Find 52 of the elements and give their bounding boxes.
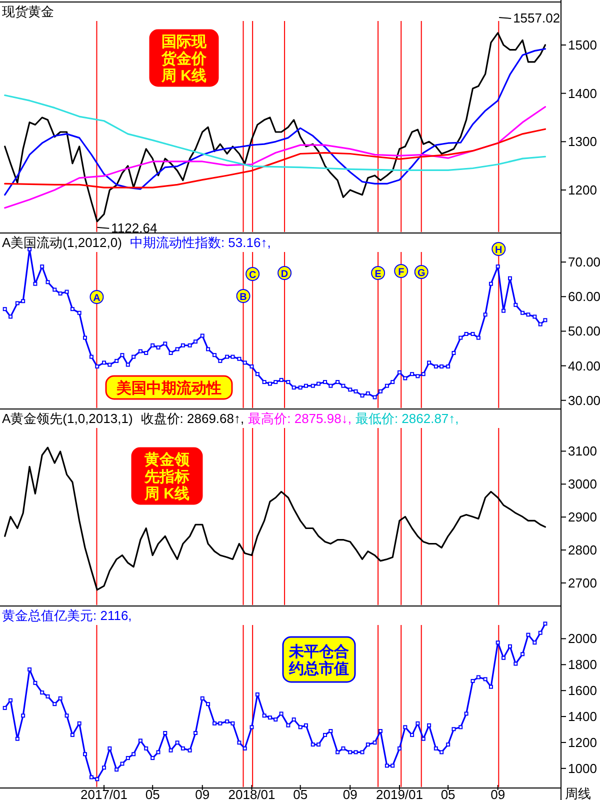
ref-line-label: G bbox=[417, 268, 426, 279]
y-tick-label: 3100 bbox=[568, 444, 597, 459]
chart-title: A黄金领先(1,0,2013,1) bbox=[2, 411, 133, 426]
y-tick-label: 1400 bbox=[568, 709, 597, 724]
ref-line-label: C bbox=[248, 270, 256, 281]
y-tick-label: 2000 bbox=[568, 631, 597, 646]
annotation: 美国中期流动性 bbox=[116, 379, 222, 397]
annotation: 黄金领先指标周 K线 bbox=[144, 452, 190, 502]
x-tick-label: 05 bbox=[293, 787, 308, 800]
y-tick-label: 30.00 bbox=[568, 392, 600, 408]
y-tick-label: 1400 bbox=[568, 86, 597, 101]
x-tick-label: 05 bbox=[145, 787, 160, 800]
ref-line-label: F bbox=[398, 267, 404, 278]
annotation: 中期流动性指数: 53.16↑, bbox=[130, 235, 271, 250]
y-tick-label: 2900 bbox=[568, 510, 597, 525]
y-tick-label: 50.00 bbox=[568, 324, 600, 339]
y-tick-label: 1800 bbox=[568, 657, 597, 672]
annotation: 未平仓合约总市值 bbox=[288, 644, 349, 678]
annotation: 1122.64 bbox=[111, 220, 158, 236]
annotation: 最低价: 2862.87↑, bbox=[355, 411, 459, 426]
x-tick-label: 09 bbox=[342, 787, 358, 800]
y-tick-label: 1200 bbox=[568, 182, 597, 198]
y-tick-label: 2800 bbox=[568, 542, 597, 558]
ref-line-label: E bbox=[374, 269, 382, 280]
annotation: 收盘价: 2869.68↑, bbox=[140, 411, 244, 426]
chart-title: 黄金总值亿美元: 2116, bbox=[2, 608, 132, 623]
ref-line-label: H bbox=[495, 245, 502, 256]
x-tick-label: 2019/01 bbox=[376, 787, 423, 800]
y-tick-label: 1000 bbox=[568, 760, 597, 776]
ref-line-label: D bbox=[280, 269, 288, 280]
y-tick-label: 60.00 bbox=[568, 289, 600, 304]
annotation: 国际现货金价周 K线 bbox=[160, 34, 208, 84]
ref-line-label: A bbox=[93, 293, 100, 304]
y-tick-label: 3000 bbox=[568, 476, 597, 492]
y-tick-label: 1200 bbox=[568, 734, 597, 750]
x-tick-label: 09 bbox=[195, 787, 210, 800]
chart-title: 现货黄金 bbox=[2, 4, 54, 19]
x-tick-label: 2017/01 bbox=[80, 787, 128, 800]
x-tick-label: 09 bbox=[490, 787, 506, 800]
y-tick-label: 1300 bbox=[568, 134, 597, 150]
annotation: 1557.02 bbox=[513, 10, 560, 26]
y-tick-label: 40.00 bbox=[568, 358, 600, 374]
text: 周线 bbox=[565, 786, 591, 800]
annotation: 最高价: 2875.98↓, bbox=[248, 411, 352, 426]
ref-line-label: B bbox=[240, 292, 247, 303]
y-tick-label: 70.00 bbox=[568, 254, 600, 270]
x-tick-label: 05 bbox=[440, 787, 456, 800]
y-tick-label: 1600 bbox=[568, 683, 597, 698]
y-tick-label: 1500 bbox=[568, 38, 597, 53]
y-tick-label: 2700 bbox=[568, 575, 597, 590]
chart-title: A美国流动(1,2012,0) bbox=[2, 235, 122, 250]
x-tick-label: 2018/01 bbox=[228, 787, 276, 800]
